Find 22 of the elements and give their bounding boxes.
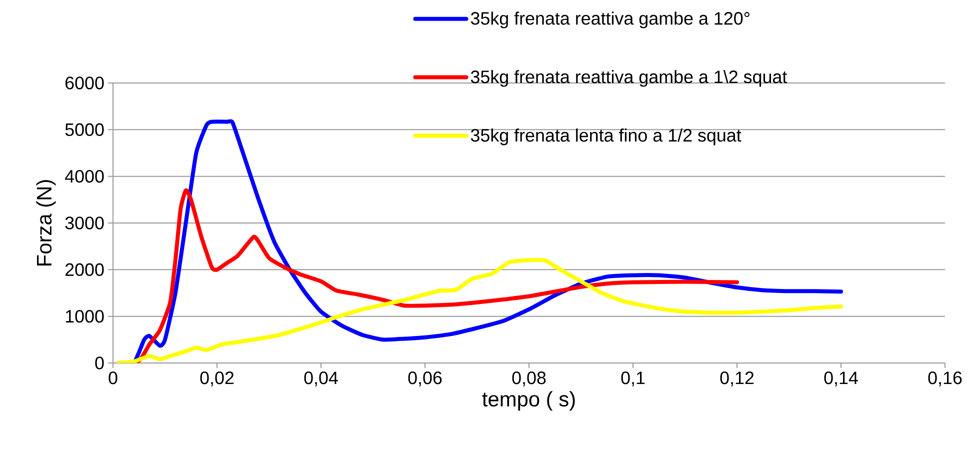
y-tick-label: 0	[95, 356, 104, 370]
y-tick-label: 6000	[65, 76, 104, 90]
x-tick-label: 0,14	[824, 372, 858, 386]
y-tick-label: 1000	[66, 310, 104, 323]
x-tick-label: 0,02	[200, 372, 234, 386]
legend-label: 35kg frenata reattiva gambe a 120°	[470, 12, 750, 28]
y-tick-label: 4000	[64, 170, 104, 183]
x-tick-label: 0,12	[720, 372, 754, 386]
y-tick-label: 5000	[65, 123, 104, 136]
x-tick-label: 0,08	[512, 372, 546, 386]
line-series	[116, 258, 844, 363]
y-tick-label: 3000	[65, 216, 104, 230]
x-tick-label: 0,04	[304, 372, 338, 386]
x-axis-title: tempo ( s)	[482, 391, 575, 411]
x-tick-label: 0	[108, 372, 118, 384]
x-tick-label: 0,16	[928, 372, 962, 386]
legend-label: 35kg frenata reattiva gambe a 1\2 squat	[470, 70, 788, 87]
legend-label: 35kg frenata lenta fino a 1/2 squat	[470, 128, 742, 146]
x-tick-label: 0,06	[408, 372, 442, 386]
y-axis-title: Forza (N)	[36, 180, 56, 266]
x-tick-label: 0,1	[621, 372, 645, 386]
y-tick-label: 2000	[65, 263, 104, 276]
